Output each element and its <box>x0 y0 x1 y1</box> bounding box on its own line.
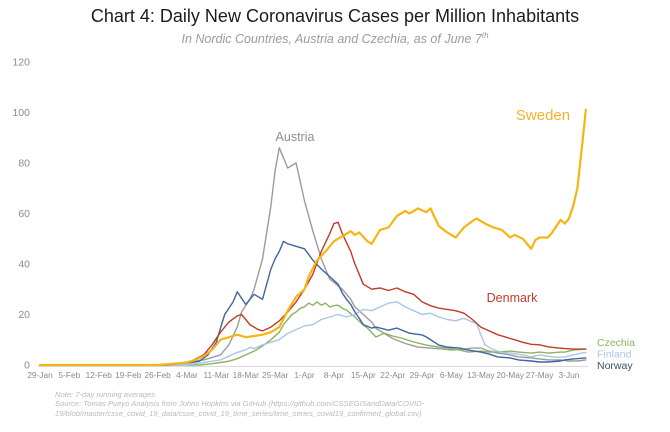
x-tick-label: 1-Apr <box>294 370 315 380</box>
x-tick-label: 22-Apr <box>380 370 405 380</box>
x-tick-label: 11-Mar <box>203 370 229 380</box>
y-tick-label: 120 <box>12 56 30 68</box>
x-tick-label: 8-Apr <box>324 370 345 380</box>
x-tick-label: 29-Jan <box>27 370 53 380</box>
y-tick-label: 80 <box>18 157 30 169</box>
x-tick-label: 26-Feb <box>144 370 171 380</box>
series-line-norway <box>39 240 587 366</box>
x-tick-label: 29-Apr <box>410 370 435 380</box>
x-tick-label: 15-Apr <box>351 370 376 380</box>
x-tick-label: 27-May <box>526 370 555 380</box>
source-line-1: Source: Tomas Pueyo Analysis from Johns … <box>55 399 425 409</box>
series-label-czechia: Czechia <box>597 337 635 349</box>
series-line-czechia <box>39 301 587 366</box>
chart-notes: Note: 7-day running averages Source: Tom… <box>55 390 424 418</box>
chart-subtitle-superscript: th <box>481 31 489 40</box>
chart-title: Chart 4: Daily New Coronavirus Cases per… <box>90 6 580 26</box>
chart-subtitle-text: In Nordic Countries, Austria and Czechia… <box>181 32 482 47</box>
x-tick-label: 13-May <box>467 370 496 380</box>
x-tick-label: 18-Mar <box>233 370 260 380</box>
series-label-finland: Finland <box>597 349 632 361</box>
series-label-norway: Norway <box>597 360 633 372</box>
x-tick-label: 12-Feb <box>86 370 113 380</box>
y-tick-label: 60 <box>18 208 30 220</box>
x-tick-label: 25-Mar <box>262 370 289 380</box>
chart-subtitle: In Nordic Countries, Austria and Czechia… <box>0 31 670 46</box>
y-tick-label: 40 <box>18 258 30 270</box>
series-line-denmark <box>39 221 587 366</box>
y-tick-label: 20 <box>18 309 30 321</box>
series-label-austria: Austria <box>276 130 315 144</box>
x-tick-label: 3-Jun <box>559 370 580 380</box>
x-tick-label: 4-Mar <box>176 370 198 380</box>
series-label-sweden: Sweden <box>516 107 570 124</box>
source-line-2: 19/blob/master/csse_covid_19_data/csse_c… <box>55 408 422 418</box>
y-tick-label: 0 <box>24 360 30 372</box>
y-tick-label: 100 <box>12 107 30 119</box>
x-tick-label: 6-May <box>440 370 464 380</box>
x-tick-label: 5-Feb <box>59 370 81 380</box>
x-tick-label: 19-Feb <box>115 370 142 380</box>
series-label-denmark: Denmark <box>487 291 538 305</box>
series-line-sweden <box>38 108 587 367</box>
x-tick-label: 20-May <box>496 370 525 380</box>
note-line: Note: 7-day running averages <box>55 390 156 399</box>
series-line-finland <box>39 301 587 366</box>
series-line-austria <box>39 147 587 366</box>
